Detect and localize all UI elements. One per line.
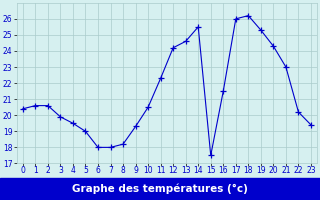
Text: Graphe des températures (°c): Graphe des températures (°c)	[72, 184, 248, 194]
